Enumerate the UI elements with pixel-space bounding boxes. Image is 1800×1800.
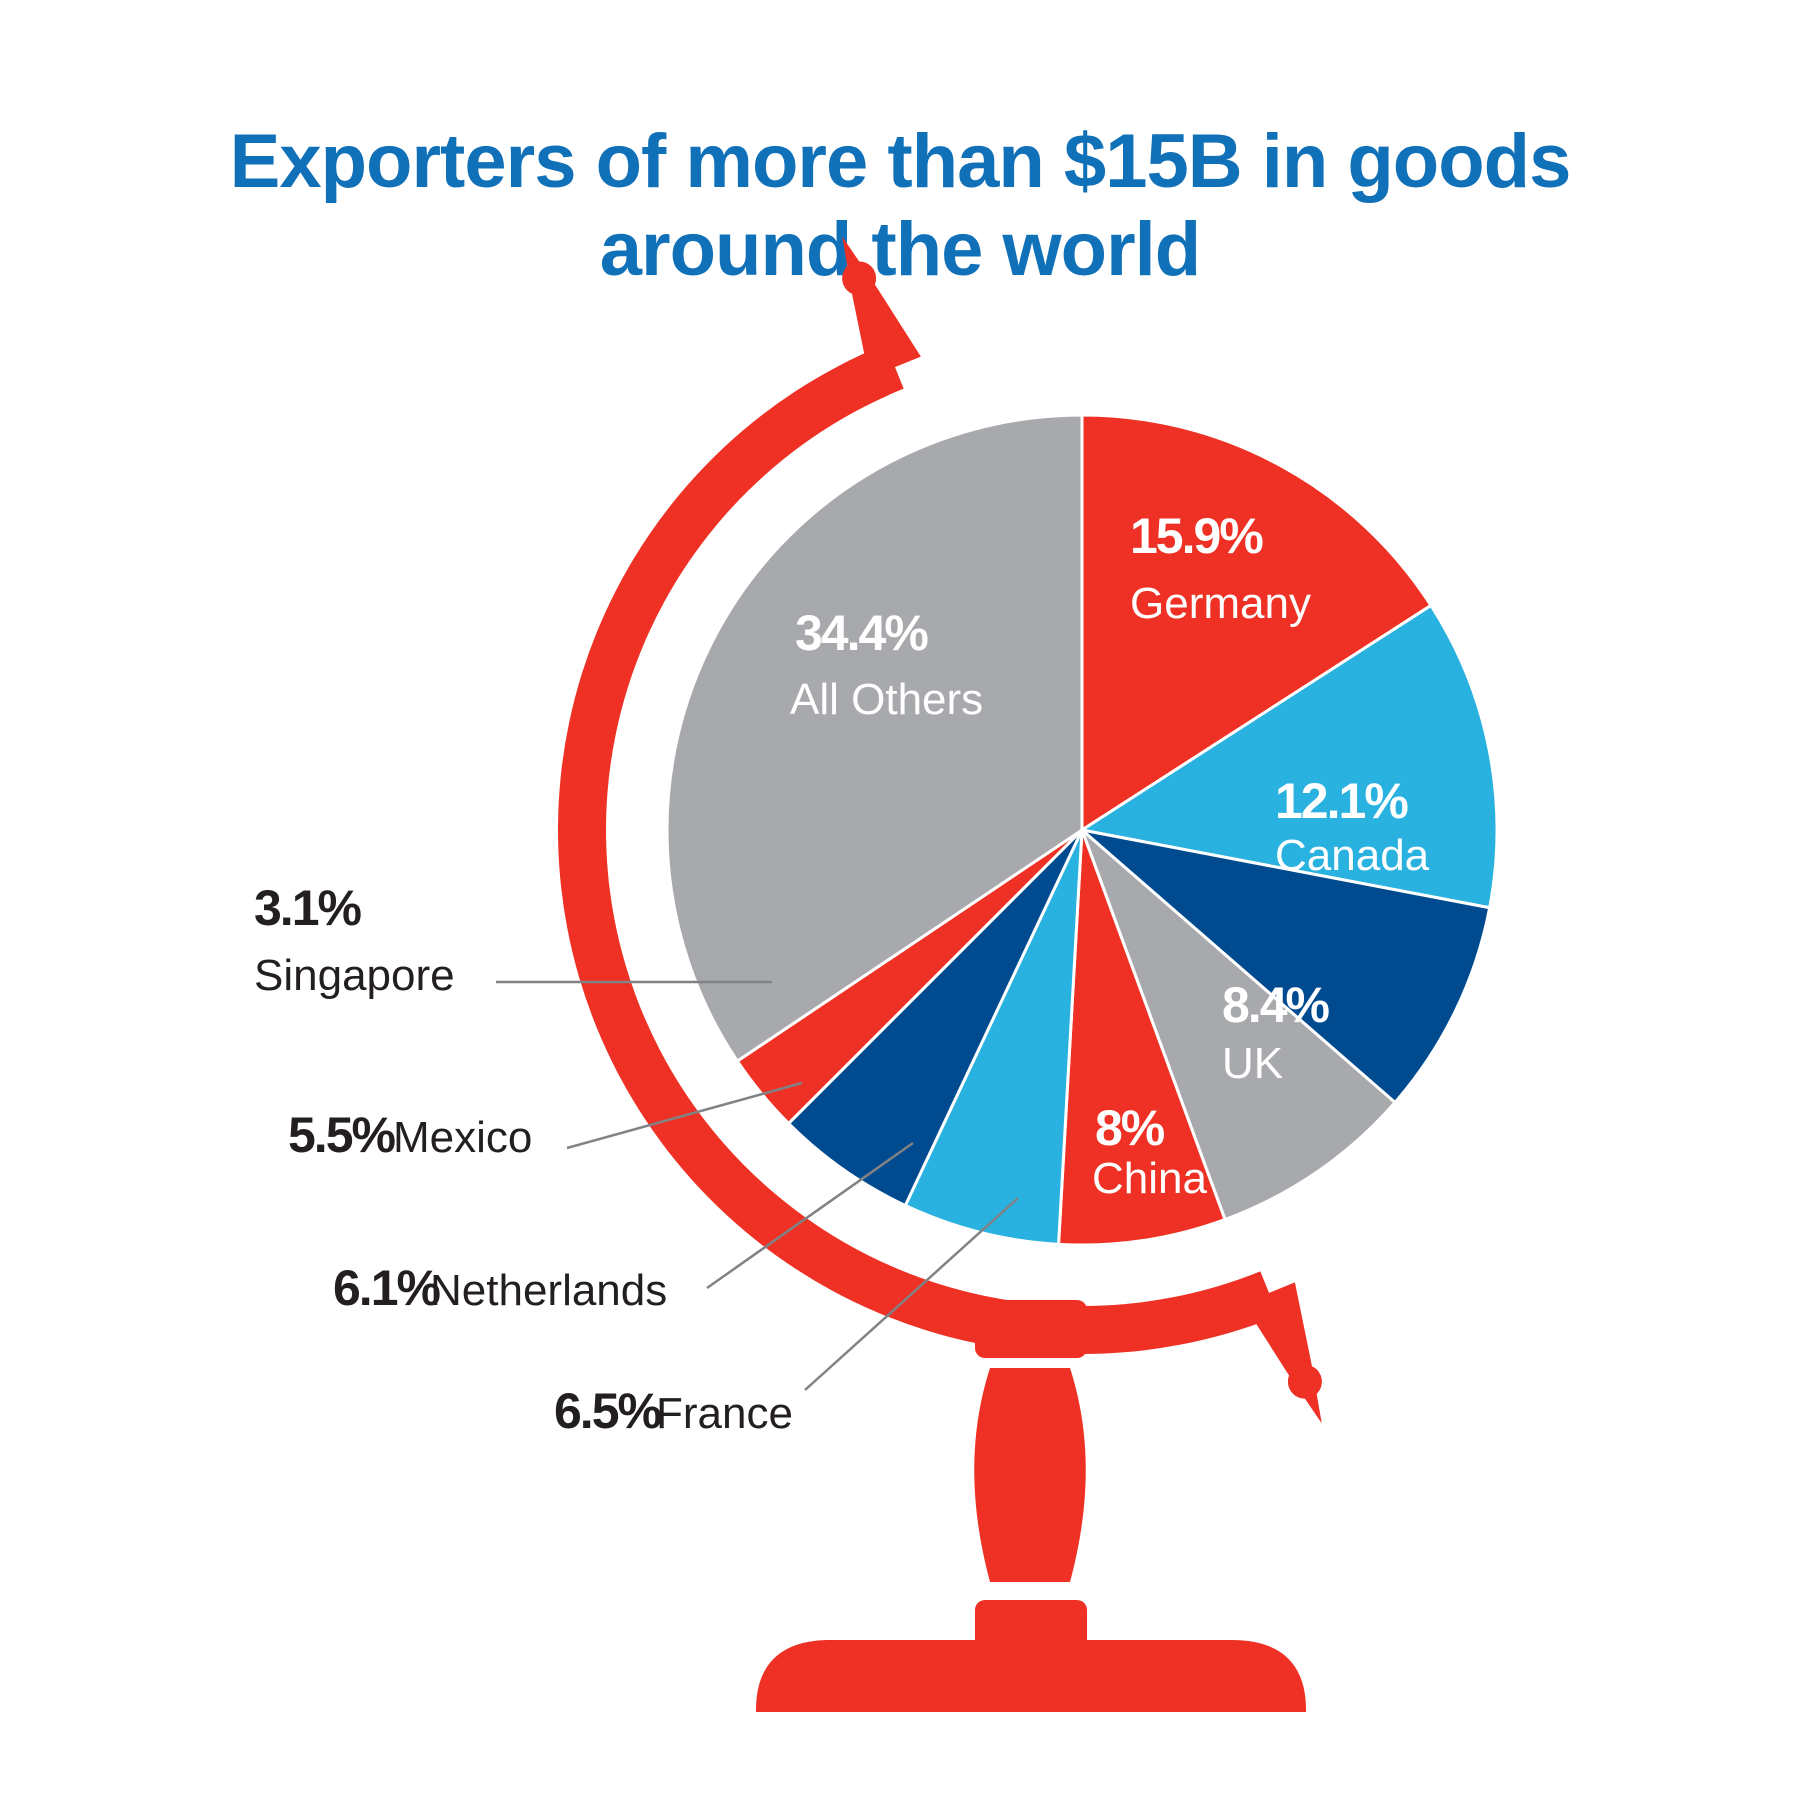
- globe-bottom-axle: [1243, 1282, 1322, 1424]
- leader-line-netherlands: [706, 1141, 914, 1290]
- globe-stand: [557, 236, 1322, 1712]
- data-label-mexico: 5.5%: [288, 1107, 396, 1163]
- category-label-all-others: All Others: [790, 675, 983, 724]
- pie-slice-germany: [1080, 413, 1433, 832]
- category-label-uk: UK: [1222, 1039, 1283, 1088]
- category-label-canada: Canada: [1275, 831, 1430, 880]
- pie-slices: [665, 413, 1499, 1247]
- leader-line-mexico: [566, 1081, 803, 1150]
- leader-lines: [496, 980, 1019, 1391]
- globe-bottom-knob: [1287, 1364, 1322, 1399]
- stand-lower-collar: [975, 1600, 1087, 1650]
- pie-slice-canada: [1080, 603, 1499, 910]
- category-label-china: China: [1092, 1154, 1207, 1203]
- data-label-france: 6.5%: [554, 1383, 662, 1439]
- leader-line-france: [804, 1197, 1019, 1391]
- pie-slice-china: [1080, 828, 1397, 1222]
- stand-base: [756, 1640, 1306, 1712]
- data-label-uk: 8.4%: [1222, 977, 1330, 1033]
- data-label-china: 8%: [1095, 1100, 1165, 1156]
- chart-title-line-2: around the world: [599, 207, 1201, 292]
- slice-labels: 15.9% Germany 12.1%Canada 8.4% UK 8%China 6.5%…: [254, 508, 1430, 1439]
- pie-slice-mexico: [787, 828, 1084, 1207]
- pie-slice-france: [1057, 828, 1227, 1247]
- pie-slice-uk: [1080, 828, 1492, 1104]
- globe-top-axle: [842, 236, 921, 378]
- category-label-netherlands: Netherlands: [430, 1266, 667, 1315]
- category-label-mexico: Mexico: [393, 1113, 532, 1162]
- data-label-singapore: 3.1%: [254, 880, 362, 936]
- data-label-all-others: 34.4%: [795, 605, 928, 661]
- stand-pedestal: [974, 1368, 1086, 1582]
- category-label-singapore: Singapore: [254, 951, 455, 1000]
- pie-slice-all-others: [665, 413, 1084, 1063]
- stand-collar: [975, 1300, 1087, 1358]
- globe-top-knob: [842, 261, 877, 296]
- data-label-germany: 15.9%: [1130, 508, 1263, 564]
- data-label-netherlands: 6.1%: [333, 1260, 441, 1316]
- chart-title-line-1: Exporters of more than $15B in goods: [229, 119, 1572, 204]
- category-label-france: France: [656, 1389, 793, 1438]
- data-label-canada: 12.1%: [1275, 773, 1408, 829]
- category-label-germany: Germany: [1130, 579, 1311, 628]
